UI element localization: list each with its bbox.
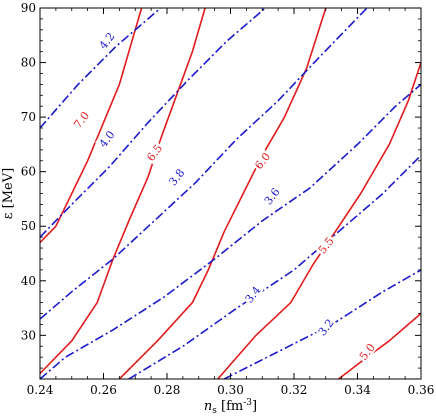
contour-label-bg [241, 282, 264, 306]
contour-label-group: 7.0 [69, 107, 93, 132]
contour-label-group: 5.0 [355, 339, 378, 364]
contour-label: 7.0 [71, 109, 92, 131]
x-axis-label: ns [fm-3] [204, 398, 257, 416]
contour-label-group: 6.0 [250, 148, 274, 173]
contour-line-6-5 [40, 8, 206, 375]
contour-label-group: 3.8 [164, 164, 188, 189]
y-tick-label: 50 [21, 219, 36, 233]
x-tick-label: 0.30 [217, 383, 244, 397]
y-tick-label: 40 [21, 274, 36, 288]
plot-frame [39, 7, 422, 380]
contour-line-3-4 [128, 154, 421, 379]
y-tick-label: 80 [21, 56, 36, 70]
x-tick-label: 0.26 [90, 383, 117, 397]
x-tick-label: 0.28 [154, 383, 181, 397]
y-axis-label: ε [MeV] [1, 168, 16, 219]
contour-line-5-5 [217, 62, 421, 379]
contour-line-4-0 [40, 8, 266, 238]
contour-label-group: 5.5 [314, 233, 337, 257]
contour-label: 3.2 [316, 317, 337, 339]
contour-label-group: 3.2 [314, 315, 337, 339]
contour-label-bg [95, 28, 118, 53]
contour-line-4-2 [40, 8, 162, 129]
contour-label: 3.6 [262, 186, 283, 208]
contour-label-group: 6.5 [142, 140, 166, 165]
contour-label-bg [260, 184, 283, 208]
contour-label-bg [95, 126, 118, 151]
contour-label-bg [314, 233, 337, 257]
contour-label-bg [355, 339, 378, 364]
contour-line-7-0 [40, 8, 143, 244]
contour-line-5-0 [338, 312, 421, 379]
contour-label: 6.5 [144, 142, 165, 164]
y-tick-label: 30 [21, 328, 36, 342]
contour-label-bg [314, 315, 337, 339]
x-tick-label: 0.24 [27, 383, 54, 397]
contour-label-bg [142, 140, 166, 165]
y-tick-label: 70 [21, 110, 36, 124]
x-tick-label: 0.34 [344, 383, 371, 397]
contour-label-group: 4.2 [95, 28, 118, 53]
contour-label-bg [69, 107, 93, 132]
y-tick-label: 60 [21, 165, 36, 179]
contour-line-3-6 [40, 83, 421, 379]
contour-line-6-0 [118, 8, 327, 379]
x-tick-label: 0.36 [408, 383, 435, 397]
contour-label-bg [250, 148, 274, 173]
contour-label: 5.5 [316, 235, 337, 257]
contour-line-3-8 [40, 8, 368, 320]
contour-label-group: 4.0 [95, 126, 118, 151]
axis-ticks: 0.24 0.26 0.28 0.30 0.32 0.34 0.36 30 40 50 60 70 80… [21, 1, 435, 397]
contour-label: 5.0 [357, 341, 378, 363]
contour-label: 3.8 [166, 167, 187, 189]
contour-label-bg [164, 164, 188, 189]
y-tick-label: 90 [21, 1, 36, 15]
contour-label-group: 3.6 [260, 184, 283, 208]
plot-area: 7.06.5 6.05.55.04.24.03.83.63.43.2 [40, 8, 421, 379]
x-tick-label: 0.32 [281, 383, 308, 397]
